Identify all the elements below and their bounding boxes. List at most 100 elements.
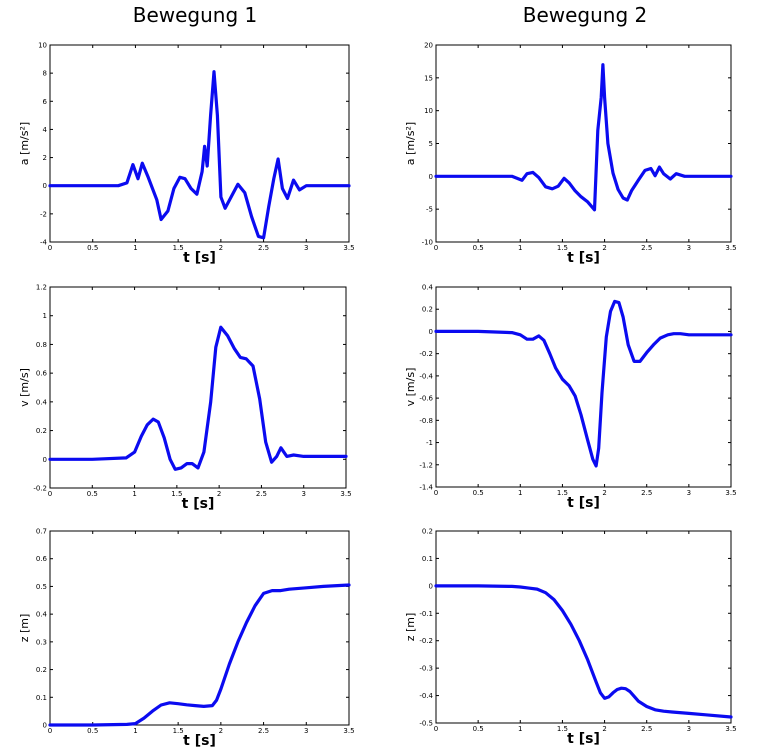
chart-v-2-ytick-label: -1 — [426, 439, 433, 447]
chart-a-1-ylabel: a [m/s²] — [18, 122, 31, 165]
chart-v-1-xtick-label: 2.5 — [256, 490, 267, 498]
chart-a-2-series-line — [434, 63, 733, 212]
chart-a-2-xtick-label: 2 — [602, 244, 606, 252]
chart-z-2-xtick-label: 1 — [518, 725, 522, 733]
chart-z-1-frame — [49, 530, 350, 726]
chart-v-2-xtick-label: 0.5 — [473, 489, 484, 497]
chart-v-2-ytick-label: 0 — [429, 328, 433, 336]
chart-v-2: 0 0.5 1 1.5 2 2.5 3 3.5 -1.4 -1.2 -1 -0.8 -0.6 -0.4 -0… — [404, 284, 737, 512]
chart-v-1-ytick-label: 0 — [43, 456, 47, 464]
chart-z-1-xtick-label: 1.5 — [173, 727, 184, 735]
chart-a-2-ytick-label: -10 — [422, 239, 433, 247]
chart-z-1-ytick-label: 0.4 — [36, 611, 48, 619]
chart-z-2-xtick-label: 3.5 — [725, 725, 736, 733]
chart-z-2-ytick-label: -0.2 — [419, 637, 433, 645]
chart-v-2-ylabel: v [m/s] — [404, 368, 417, 407]
chart-v-1: 0 0.5 1 1.5 2 2.5 3 3.5-0.200.20.40.60.811.2t [… — [18, 284, 352, 513]
chart-v-1-frame — [49, 286, 347, 489]
chart-v-1-xlabel: t [s] — [182, 496, 215, 512]
chart-a-2-xtick-label: 3 — [687, 244, 691, 252]
chart-v-1-ylabel: v [m/s] — [18, 368, 31, 407]
chart-v-1-xtick-label: 2 — [217, 490, 221, 498]
chart-v-1-xtick-label: 3 — [301, 490, 305, 498]
chart-v-1-xtick-label: 1.5 — [171, 490, 182, 498]
chart-a-1-ytick-label: 4 — [43, 126, 48, 134]
chart-z-1-ytick-label: 0.6 — [36, 555, 48, 563]
chart-z-2-xtick-label: 0 — [434, 725, 438, 733]
chart-v-2-frame — [435, 286, 732, 488]
chart-z-1-ytick-label: 0.1 — [36, 694, 47, 702]
chart-z-2-ytick-label: -0.5 — [419, 720, 433, 728]
chart-z-1-ylabel: z [m] — [18, 614, 31, 643]
chart-a-1-ytick-label: 8 — [43, 70, 47, 78]
chart-a-1-ytick-label: -4 — [40, 239, 48, 247]
chart-a-1-series-line — [48, 70, 351, 240]
chart-a-1-ytick-label: 0 — [43, 182, 47, 190]
chart-z-2-ylabel: z [m] — [404, 613, 417, 642]
chart-v-2-xlabel: t [s] — [567, 495, 600, 511]
chart-v-1-ytick-label: 0.2 — [36, 427, 47, 435]
chart-v-2-ytick-label: -1.2 — [419, 461, 433, 469]
chart-v-2-xtick-label: 1.5 — [557, 489, 568, 497]
column-title-1: Bewegung 1 — [133, 3, 258, 27]
chart-a-2-xlabel: t [s] — [567, 250, 600, 266]
chart-z-1-xtick-label: 2.5 — [258, 727, 269, 735]
chart-a-1-xtick-label: 2.5 — [258, 244, 269, 252]
chart-v-2-xtick-label: 3 — [687, 489, 691, 497]
chart-v-2-ytick-label: 0.2 — [422, 306, 433, 314]
chart-z-1-ytick-label: 0.5 — [36, 583, 47, 591]
chart-a-1-xtick-label: 0.5 — [87, 244, 98, 252]
chart-a-1-ytick-label: -2 — [40, 210, 47, 218]
chart-v-2-ytick-label: 0.4 — [422, 284, 434, 292]
chart-v-2-xtick-label: 2.5 — [641, 489, 652, 497]
chart-v-2-xtick-label: 2 — [602, 489, 606, 497]
chart-a-1-ytick-label: 10 — [38, 42, 47, 50]
chart-v-2-ytick-label: -1.4 — [419, 484, 433, 492]
chart-a-2-ytick-label: 15 — [424, 74, 433, 82]
chart-a-1-ytick-label: 2 — [43, 154, 47, 162]
chart-v-2-xtick-label: 1 — [518, 489, 522, 497]
chart-v-1-ytick-label: 1 — [43, 312, 47, 320]
column-title-2: Bewegung 2 — [523, 3, 648, 27]
chart-a-1-xtick-label: 1 — [133, 244, 137, 252]
chart-v-2-xtick-label: 3.5 — [725, 489, 736, 497]
chart-z-2-xtick-label: 1.5 — [557, 725, 568, 733]
chart-a-2-ytick-label: 0 — [429, 173, 433, 181]
chart-v-1-ytick-label: 0.6 — [36, 370, 48, 378]
chart-v-2-ytick-label: -0.4 — [419, 372, 433, 380]
chart-z-2-ytick-label: -0.1 — [419, 610, 433, 618]
chart-a-2: 0 0.5 1 1.5 2 2.5 3 3.5 -10 -5 0 5 10 15 20 t [s] a [m/s… — [404, 42, 737, 267]
chart-v-2-ytick-label: -0.2 — [419, 350, 433, 358]
chart-a-2-xtick-label: 2.5 — [641, 244, 652, 252]
chart-z-2-ytick-label: -0.3 — [419, 665, 433, 673]
chart-v-2-ytick-label: -0.6 — [419, 395, 433, 403]
chart-a-2-xtick-label: 0 — [434, 244, 438, 252]
chart-a-1-xtick-label: 0 — [48, 244, 52, 252]
chart-z-2-ytick-label: -0.4 — [419, 692, 433, 700]
chart-z-2-ytick-label: 0.2 — [422, 528, 433, 536]
chart-a-1-xtick-label: 2 — [219, 244, 223, 252]
chart-a-2-ytick-label: -5 — [426, 206, 433, 214]
chart-a-2-ytick-label: 20 — [424, 42, 433, 50]
chart-z-1-ytick-label: 0 — [43, 722, 47, 730]
chart-v-1-ytick-label: -0.2 — [33, 485, 47, 493]
chart-z-2-xtick-label: 3 — [687, 725, 691, 733]
chart-v-1-xtick-label: 3.5 — [340, 490, 351, 498]
chart-a-2-ylabel: a [m/s²] — [404, 122, 417, 165]
chart-z-2-ytick-label: 0 — [429, 582, 433, 590]
chart-z-2-series-line — [434, 584, 733, 719]
chart-z-2-frame — [435, 530, 732, 724]
chart-a-2-ytick-label: 10 — [424, 107, 433, 115]
chart-a-2-xtick-label: 0.5 — [473, 244, 484, 252]
chart-v-1-xtick-label: 1 — [132, 490, 136, 498]
chart-z-2-xtick-label: 0.5 — [473, 725, 484, 733]
chart-a-2-xtick-label: 1.5 — [557, 244, 568, 252]
chart-a-2-xtick-label: 3.5 — [725, 244, 736, 252]
chart-v-1-ytick-label: 0.4 — [36, 398, 48, 406]
chart-z-1-series-line — [48, 583, 351, 727]
chart-a-2-xtick-label: 1 — [518, 244, 522, 252]
chart-z-1-xtick-label: 1 — [133, 727, 137, 735]
chart-z-1-xtick-label: 0 — [48, 727, 52, 735]
chart-z-1-xtick-label: 2 — [219, 727, 223, 735]
